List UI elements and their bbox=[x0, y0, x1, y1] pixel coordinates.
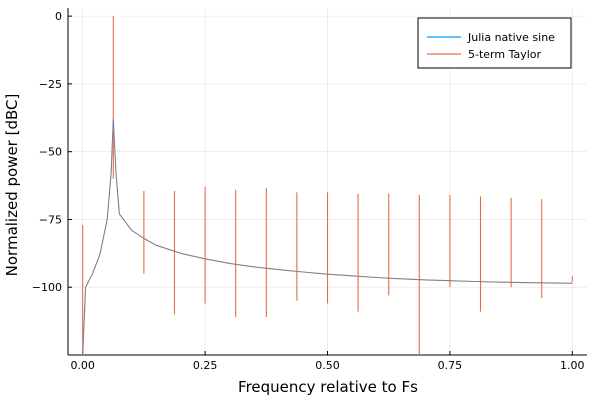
y-tick-label: 0 bbox=[55, 10, 62, 23]
x-tick-label: 0.00 bbox=[70, 359, 95, 372]
x-axis-label: Frequency relative to Fs bbox=[238, 378, 418, 396]
tick-labels: 0.00 0.25 0.50 0.75 1.00 0 −25 −50 −75 −100 bbox=[32, 10, 585, 372]
x-tick-label: 0.50 bbox=[315, 359, 340, 372]
legend: Julia native sine 5-term Taylor bbox=[417, 17, 572, 69]
y-tick-label: −100 bbox=[32, 281, 62, 294]
series-layer bbox=[82, 16, 573, 355]
x-tick-label: 0.25 bbox=[193, 359, 218, 372]
series-julia-native-sine bbox=[82, 119, 573, 355]
legend-label-5-term-taylor: 5-term Taylor bbox=[468, 48, 542, 61]
y-axis-label: Normalized power [dBC] bbox=[3, 94, 21, 277]
y-tick-label: −25 bbox=[39, 78, 62, 91]
x-tick-label: 0.75 bbox=[438, 359, 463, 372]
legend-label-julia-native-sine: Julia native sine bbox=[467, 31, 555, 44]
legend-box bbox=[417, 17, 572, 69]
y-tick-label: −50 bbox=[39, 146, 62, 159]
x-tick-label: 1.00 bbox=[560, 359, 585, 372]
y-tick-label: −75 bbox=[39, 213, 62, 226]
